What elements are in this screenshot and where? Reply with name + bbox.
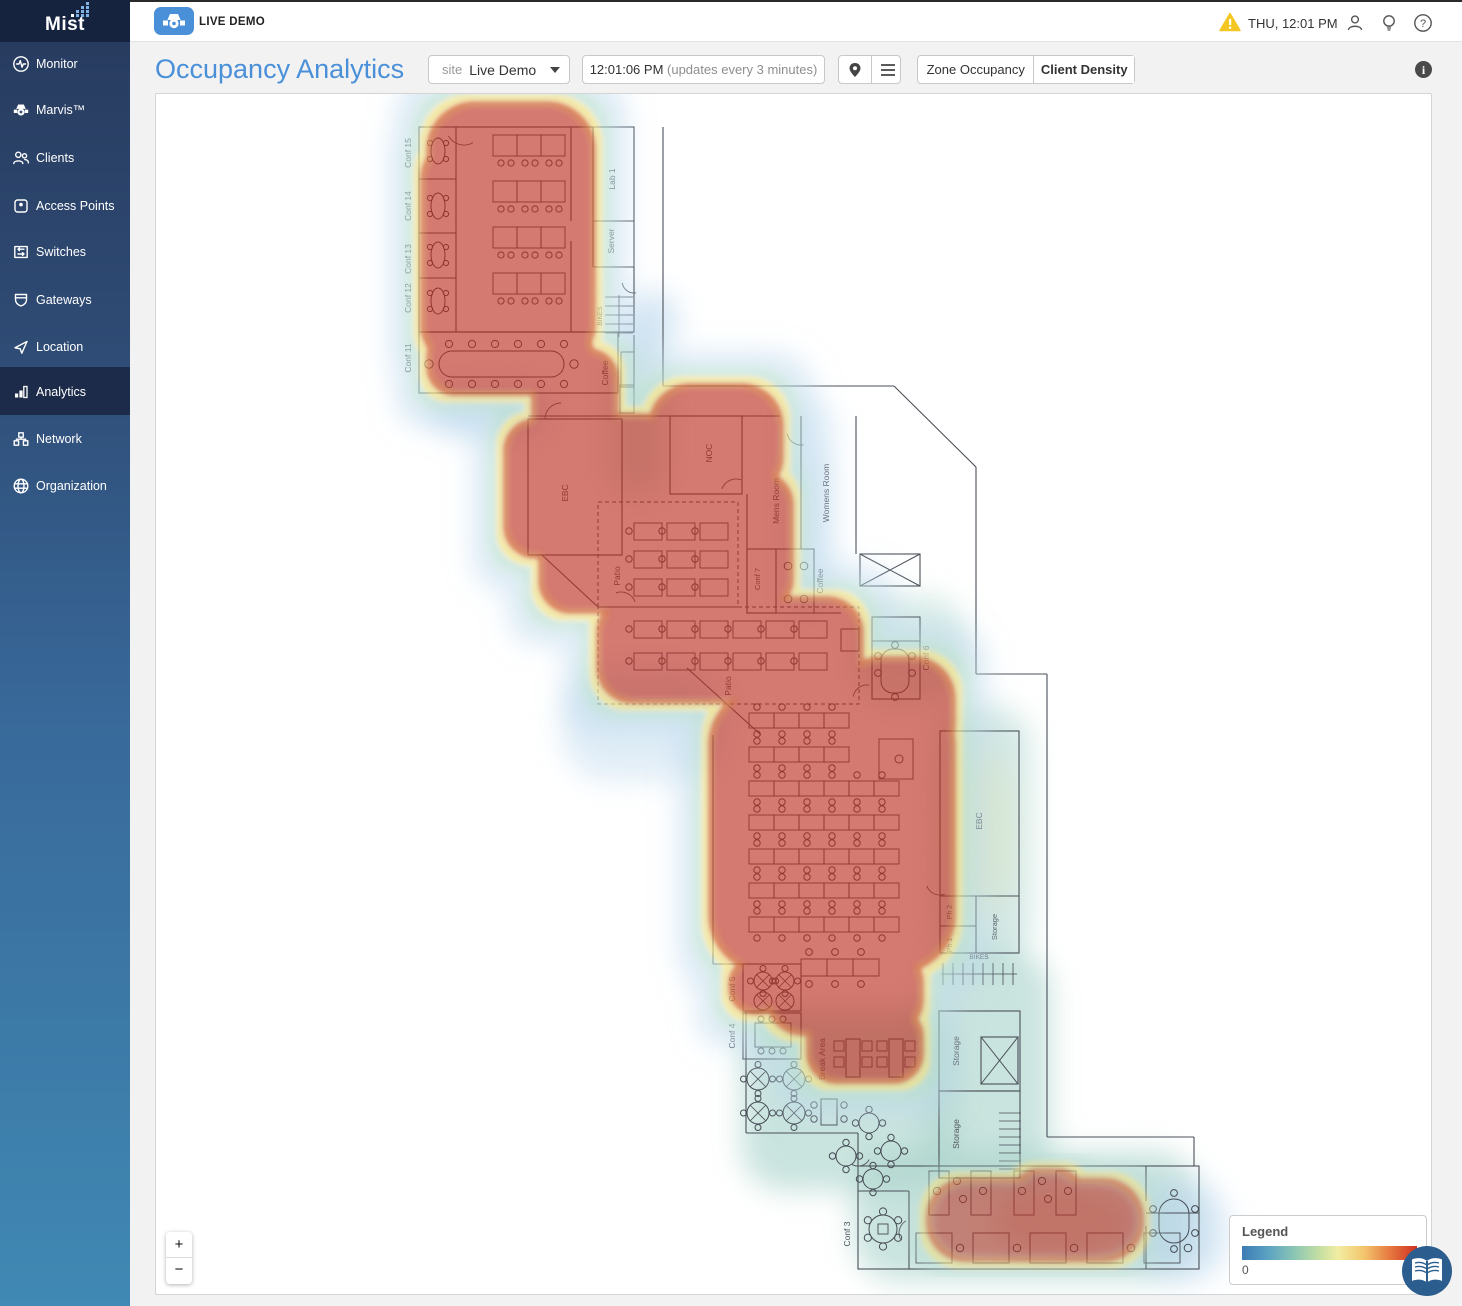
svg-text:BIKES: BIKES [969,954,989,961]
svg-text:Conf 4: Conf 4 [727,1023,737,1048]
svg-text:?: ? [1420,18,1426,30]
svg-text:Storage: Storage [951,1036,961,1066]
svg-text:Ph 1: Ph 1 [947,938,954,953]
svg-text:Conf 6: Conf 6 [921,645,931,670]
svg-text:Coffee: Coffee [815,568,825,593]
svg-text:Conf 15: Conf 15 [403,138,413,168]
svg-text:Conf 14: Conf 14 [403,191,413,221]
svg-text:Conf 11: Conf 11 [403,343,413,372]
svg-text:BIKES: BIKES [597,306,604,326]
svg-text:Womens Room: Womens Room [821,464,831,522]
svg-text:Conf 13: Conf 13 [403,244,413,274]
svg-text:Storage: Storage [990,914,999,940]
svg-text:Lab 1: Lab 1 [607,168,617,190]
svg-text:Server: Server [606,228,616,253]
svg-text:EBC: EBC [974,812,984,829]
svg-text:i: i [1422,63,1426,77]
svg-text:Storage: Storage [951,1119,961,1149]
svg-text:Conf 12: Conf 12 [403,283,413,313]
svg-text:Conf 3: Conf 3 [842,1221,852,1246]
